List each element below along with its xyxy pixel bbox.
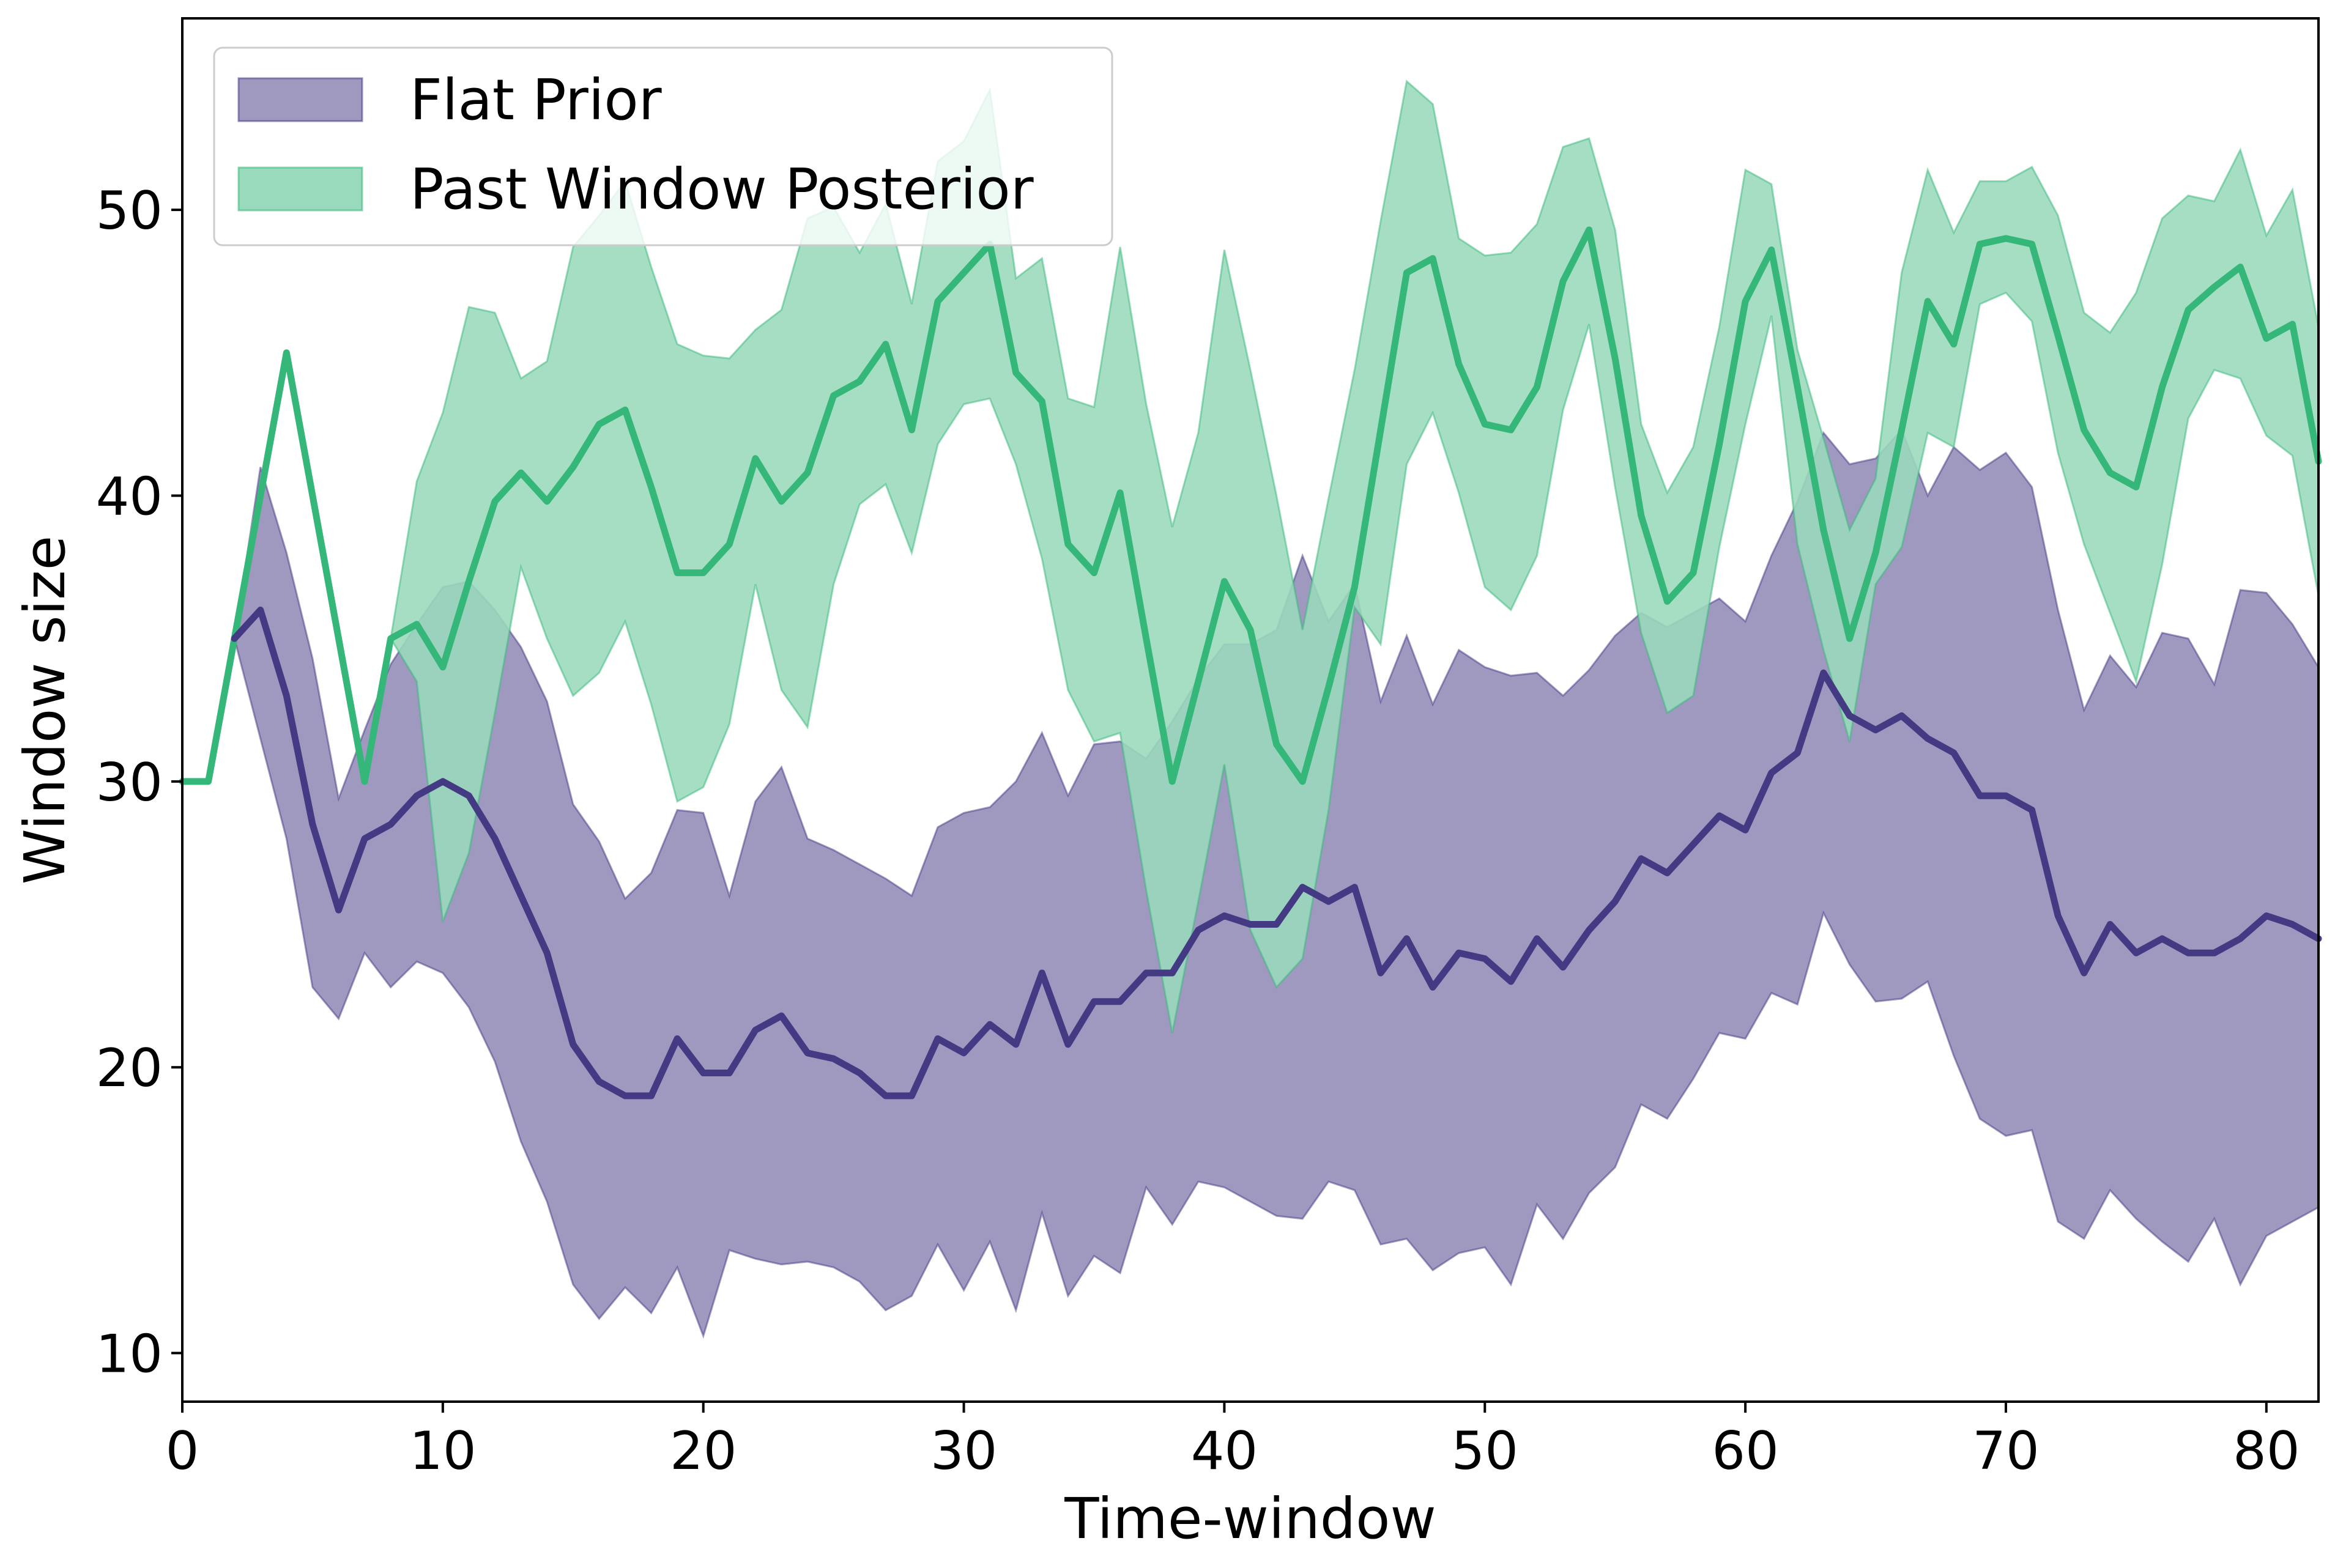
legend-box [213,46,1113,246]
x-tick-label: 40 [1191,1421,1258,1482]
y-tick-label: 10 [96,1324,163,1385]
x-ticks: 0 10 20 30 40 50 60 70 80 [166,1402,2300,1482]
y-axis-label: Window size [12,536,78,884]
legend-label-past-window-posterior: Past Window Posterior [410,157,1034,222]
x-tick-label: 50 [1452,1421,1518,1482]
legend-swatch-flat-prior [237,77,363,122]
x-tick-label: 10 [409,1421,476,1482]
x-tick-label: 60 [1712,1421,1778,1482]
x-axis-label: Time-window [1064,1486,1436,1551]
legend: Flat Prior Past Window Posterior [213,46,1113,246]
y-tick-label: 20 [96,1038,163,1099]
y-tick-label: 50 [96,180,163,242]
y-tick-label: 40 [96,466,163,527]
legend-swatch-past-window-posterior [237,166,363,212]
lines [179,226,2322,1100]
plot-frame [181,17,2320,1403]
x-tick-label: 30 [930,1421,997,1482]
x-tick-label: 70 [1972,1421,2039,1482]
x-tick-label: 0 [166,1421,199,1482]
x-tick-label: 80 [2233,1421,2300,1482]
y-ticks: 10 20 30 40 50 [96,180,182,1385]
line-flat-prior [231,606,2322,1100]
y-tick-label: 30 [96,752,163,813]
x-tick-label: 20 [670,1421,737,1482]
legend-label-flat-prior: Flat Prior [410,67,662,133]
line-past-window-posterior [179,226,2322,785]
